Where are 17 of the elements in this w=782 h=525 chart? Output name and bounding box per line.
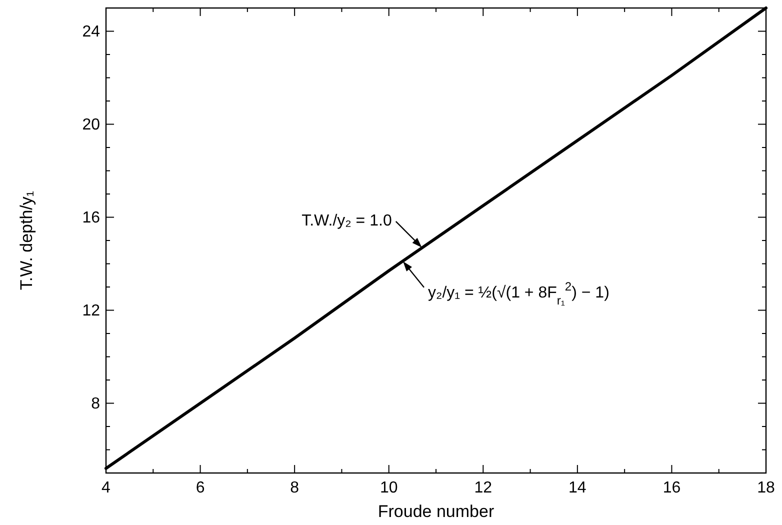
y-tick-label: 20 xyxy=(82,116,100,134)
y-tick-label: 16 xyxy=(82,209,100,226)
x-tick-label: 14 xyxy=(568,479,586,496)
x-tick-label: 6 xyxy=(196,479,205,496)
y-axis-title: T.W. depth/y₁ xyxy=(17,190,36,290)
y-tick-label: 12 xyxy=(82,302,100,320)
annotation: y₂/y₁ = ½(√(1 + 8F$_{r₁}$$^{2}$) − 1) xyxy=(428,279,610,308)
y-tick-label: 24 xyxy=(82,23,100,40)
x-tick-label: 4 xyxy=(102,479,111,496)
x-axis-title: Froude number xyxy=(378,502,494,521)
x-tick-label: 12 xyxy=(474,479,492,496)
x-tick-label: 18 xyxy=(757,479,775,496)
x-tick-label: 10 xyxy=(380,479,398,496)
x-tick-label: 8 xyxy=(290,479,300,496)
y-tick-label: 8 xyxy=(91,395,100,412)
x-tick-label: 16 xyxy=(662,479,681,496)
annotation: T.W./y₂ = 1.0 xyxy=(302,212,392,230)
